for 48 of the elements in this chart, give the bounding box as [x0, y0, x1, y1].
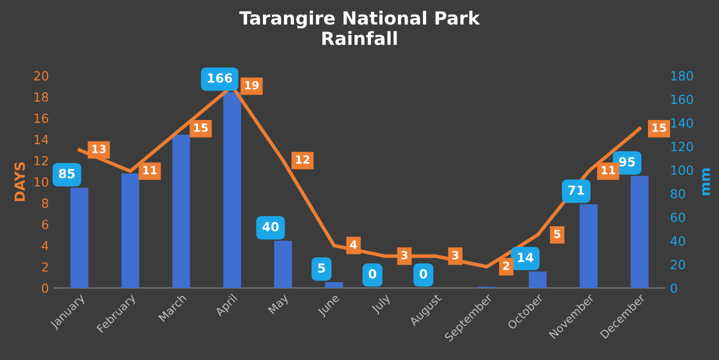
data-label: 40	[262, 222, 279, 232]
data-label: 14	[518, 252, 534, 262]
bar	[325, 282, 343, 288]
y2-tick-label: 120	[671, 142, 693, 152]
data-label: 15	[652, 124, 666, 132]
y2-tick-label: 60	[670, 212, 686, 222]
y-tick-label: 4	[42, 241, 48, 250]
y-tick-label: 18	[34, 92, 48, 102]
y-tick-label: 14	[34, 134, 48, 144]
data-label: 3	[401, 250, 408, 260]
y-tick-label: 10	[34, 177, 48, 187]
y2-tick-label: 0	[670, 283, 678, 293]
y-tick-label: 16	[34, 114, 48, 124]
data-label: 71	[568, 186, 584, 195]
y-tick-label: 2	[42, 262, 48, 272]
y2-tick-label: 100	[671, 165, 693, 175]
y-tick-label: 6	[42, 220, 48, 230]
chart-title: Tarangire National Park Rainfall	[239, 10, 480, 46]
y2-tick-label: 160	[671, 94, 693, 104]
y-axis-title: DAYS	[14, 162, 25, 202]
y-tick-label: 0	[42, 283, 48, 293]
data-label: 19	[245, 81, 259, 90]
data-label: 5	[554, 230, 560, 238]
data-label: 13	[92, 144, 106, 154]
y2-axis-title: mm	[702, 168, 710, 196]
data-label: 15	[194, 124, 208, 132]
data-label: 5	[318, 263, 326, 273]
y-tick-label: 8	[42, 198, 48, 208]
data-label: 85	[58, 168, 75, 178]
y2-tick-label: 20	[670, 260, 686, 270]
data-label: 4	[350, 240, 357, 249]
data-label: 11	[143, 166, 157, 174]
bar	[172, 134, 190, 288]
y2-tick-label: 40	[670, 236, 686, 246]
data-label: 166	[208, 73, 232, 83]
data-label: 12	[296, 155, 310, 164]
data-label: 3	[452, 250, 458, 260]
bar	[121, 174, 140, 288]
data-label: 2	[503, 262, 510, 270]
y-tick-label: 12	[34, 156, 48, 166]
y2-tick-label: 140	[671, 118, 693, 128]
y-tick-label: 20	[34, 71, 48, 81]
data-label: 0	[420, 269, 428, 279]
data-label: 95	[619, 157, 635, 167]
data-label: 0	[368, 269, 376, 279]
data-label: 11	[602, 166, 616, 174]
y2-tick-label: 80	[670, 189, 686, 199]
y2-tick-label: 180	[671, 71, 693, 81]
